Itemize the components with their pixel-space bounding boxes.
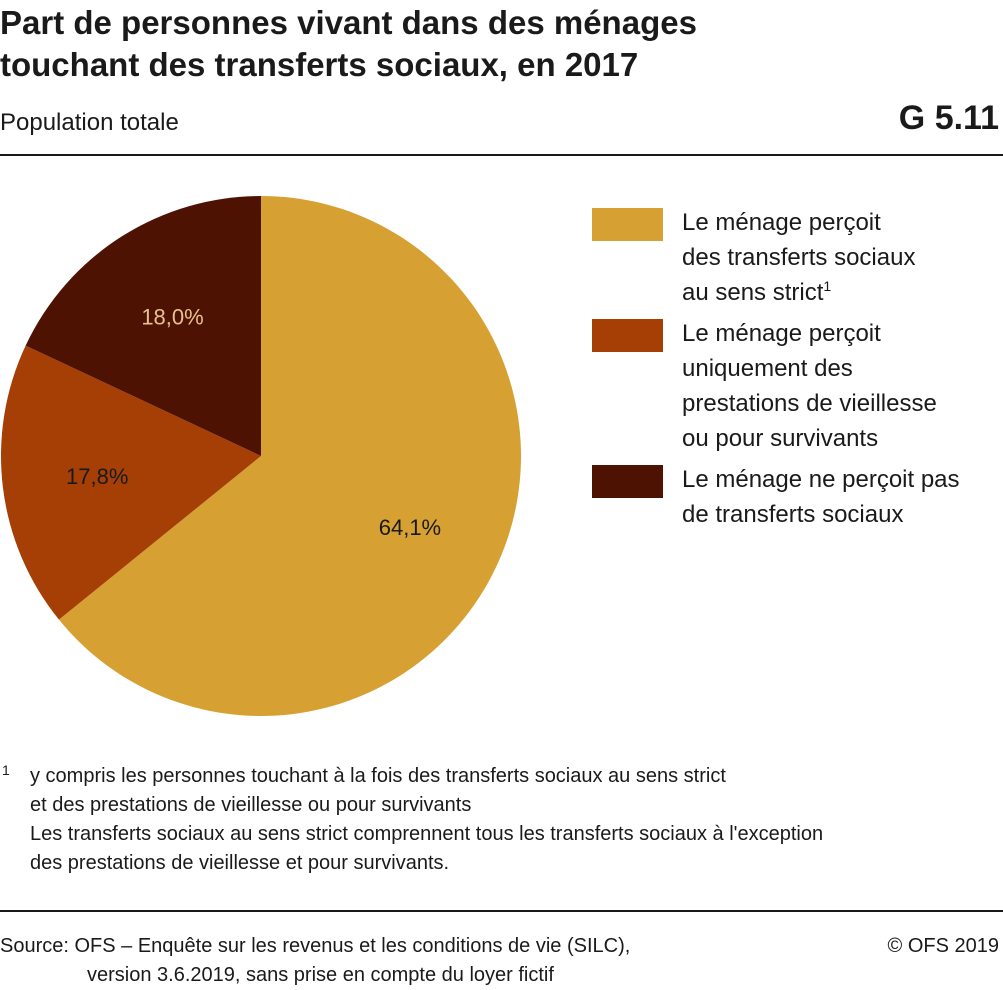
copyright: © OFS 2019 (887, 935, 999, 957)
source-note: Source: OFS – Enquête sur les revenus et… (0, 932, 630, 990)
legend-label-line: uniquement des (682, 355, 853, 382)
legend-label-line: des transferts sociaux (682, 244, 916, 271)
bottom-divider (0, 910, 1003, 912)
footnote-mark: 1 (2, 762, 10, 778)
chart-subtitle: Population totale (0, 109, 179, 136)
top-divider (0, 154, 1003, 156)
legend-label-text: au sens strict (682, 279, 824, 306)
footnote-line: Les transferts sociaux au sens strict co… (30, 823, 824, 845)
pie-slice-social-transfers (58, 196, 522, 716)
legend-item-old-age-benefits: Le ménage perçoit uniquement des prestat… (592, 316, 1002, 456)
footnote-line: des prestations de vieillesse et pour su… (30, 852, 450, 874)
legend-label-line: Le ménage perçoit (682, 320, 881, 347)
chart-title-line1: Part de personnes vivant dans des ménage… (0, 4, 697, 41)
legend-label-line: au sens strict1 (682, 275, 1002, 310)
slice-label-social-transfers: 64,1% (379, 515, 441, 540)
footnote-reference: 1 (823, 278, 832, 294)
pie-slice-old-age-benefits (1, 345, 262, 620)
pie-slice-no-transfers (25, 196, 261, 456)
legend-item-social-transfers: Le ménage perçoit des transferts sociaux… (592, 205, 1002, 310)
source-line1: Source: OFS – Enquête sur les revenus et… (0, 935, 631, 957)
footnote-line: et des prestations de vieillesse ou pour… (30, 794, 472, 816)
legend-swatch-old-age-benefits (592, 319, 663, 352)
footnote-text: y compris les personnes touchant à la fo… (30, 762, 1000, 878)
legend-label-line: ou pour survivants (682, 425, 879, 452)
legend-swatch-no-transfers (592, 465, 663, 498)
legend: Le ménage perçoit des transferts sociaux… (592, 205, 1002, 538)
slice-label-old-age-benefits: 17,8% (66, 464, 128, 489)
chart-id: G 5.11 (898, 99, 999, 137)
legend-label-line: prestations de vieillesse (682, 390, 937, 417)
legend-swatch-social-transfers (592, 208, 663, 241)
source-line2: version 3.6.2019, sans prise en compte d… (87, 964, 554, 986)
footnote: 1 y compris les personnes touchant à la … (0, 762, 1000, 878)
chart-title: Part de personnes vivant dans des ménage… (0, 2, 990, 86)
legend-label-line: Le ménage ne perçoit pas (682, 466, 960, 493)
legend-label-line: Le ménage perçoit (682, 209, 881, 236)
chart-title-line2: touchant des transferts sociaux, en 2017 (0, 46, 639, 83)
footnote-line: y compris les personnes touchant à la fo… (30, 765, 726, 787)
legend-label-line: de transferts sociaux (682, 501, 904, 528)
pie-chart: 64,1% 17,8% 18,0% (1, 196, 522, 716)
legend-item-no-transfers: Le ménage ne perçoit pas de transferts s… (592, 462, 1002, 532)
slice-label-no-transfers: 18,0% (141, 305, 203, 330)
